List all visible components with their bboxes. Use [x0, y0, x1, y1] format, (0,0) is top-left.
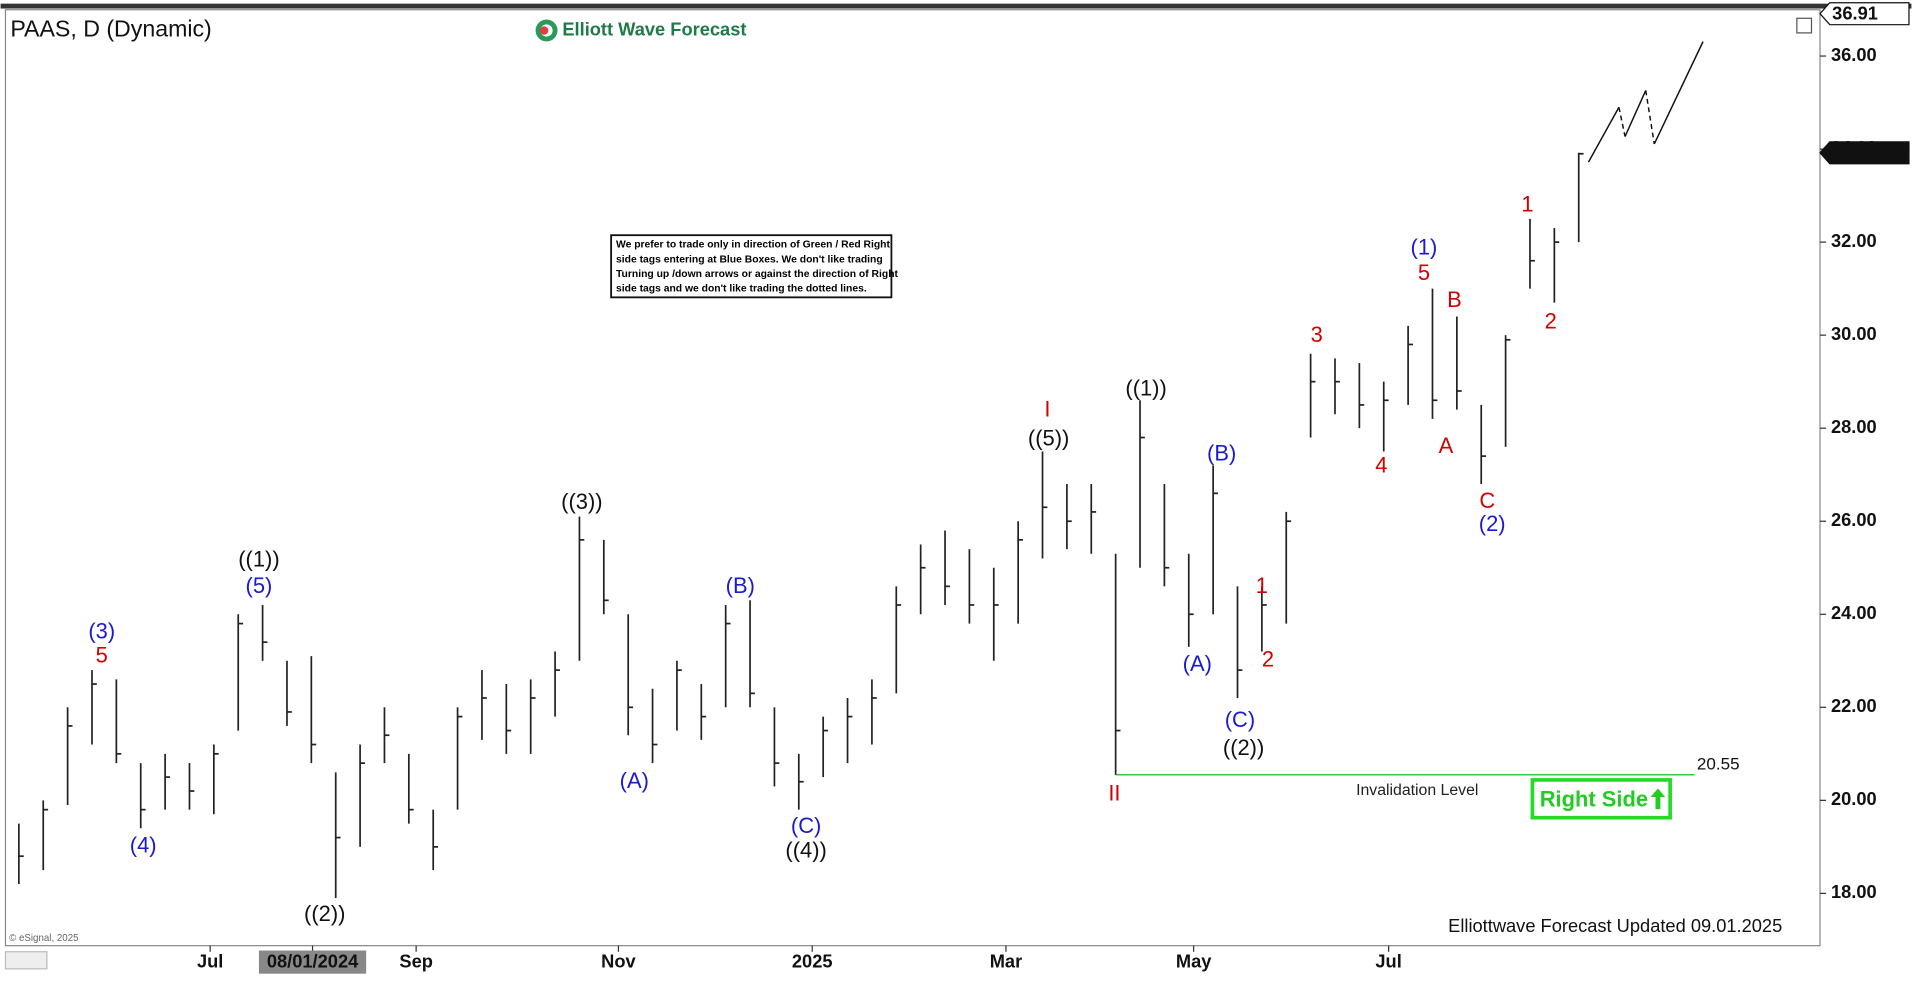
wave-label: 4: [1375, 453, 1387, 478]
note-line: We prefer to trade only in direction of …: [616, 240, 891, 251]
y-tick-label: 36.00: [1831, 44, 1877, 65]
wave-label: ((5)): [1028, 426, 1069, 451]
note-line: side tags and we don't like trading the …: [616, 284, 867, 295]
x-tick-label: Jul: [197, 951, 223, 972]
x-tick-label: May: [1176, 951, 1212, 972]
wave-label: I: [1044, 396, 1050, 421]
y-tick-label: 26.00: [1831, 509, 1877, 530]
crosshair-date-bg: [258, 950, 367, 974]
wave-label: ((2)): [1223, 735, 1264, 760]
logo-text: Elliott Wave Forecast: [562, 18, 746, 39]
price-badge-label: 33.92: [1832, 142, 1878, 163]
chart-title: PAAS, D (Dynamic): [10, 16, 211, 42]
wave-label: (5): [246, 573, 273, 598]
wave-label: ((1)): [1125, 376, 1166, 401]
projection-segment: [1645, 90, 1655, 145]
y-tick-label: 20.00: [1831, 788, 1877, 809]
right-side-label: Right Side: [1540, 786, 1648, 811]
y-tick-label: 24.00: [1831, 602, 1877, 623]
corner-widget[interactable]: [4, 951, 48, 970]
wave-label: (B): [1207, 440, 1236, 465]
logo: Elliott Wave Forecast: [535, 18, 746, 42]
invalidation-value: 20.55: [1697, 755, 1740, 774]
wave-label: (B): [726, 573, 755, 598]
wave-label: 3: [1311, 322, 1323, 347]
footer: Elliottwave Forecast Updated 09.01.2025: [1448, 915, 1782, 936]
wave-label: A: [1439, 433, 1454, 458]
wave-label: B: [1447, 287, 1462, 312]
wave-label: (C): [1225, 707, 1255, 732]
wave-label: C: [1479, 488, 1495, 513]
projection-segment: [1653, 41, 1704, 145]
wave-label: 1: [1256, 573, 1268, 598]
wave-label: (A): [1183, 651, 1212, 676]
note-line: side tags entering at Blue Boxes. We don…: [616, 254, 883, 265]
x-tick-label: Mar: [990, 951, 1022, 972]
wave-label: (2): [1479, 511, 1506, 536]
x-tick-label: Jul: [1375, 951, 1401, 972]
wave-label: ((2)): [304, 901, 345, 926]
wave-label: (3): [88, 618, 115, 643]
wave-label: 2: [1545, 309, 1557, 334]
top-bar: [0, 3, 1912, 9]
logo-icon-dot: [539, 26, 549, 35]
wave-label: 1: [1521, 192, 1533, 217]
x-tick-label: 2025: [792, 951, 833, 972]
wave-label: (1): [1411, 234, 1438, 259]
price-badge-label: 36.91: [1832, 3, 1878, 24]
wave-label: (4): [130, 833, 157, 858]
y-tick-label: 32.00: [1831, 230, 1877, 251]
wave-label: ((3)): [561, 489, 602, 514]
right-side-arrow: [1650, 788, 1666, 810]
wave-label: ((1)): [238, 546, 279, 571]
y-tick-label: 22.00: [1831, 695, 1877, 716]
right-side-box: [1530, 778, 1672, 820]
x-tick-label: 08/01/2024: [267, 951, 359, 972]
wave-label: 5: [96, 643, 108, 668]
wave-label: 5: [1418, 260, 1430, 285]
y-tick-label: 30.00: [1831, 323, 1877, 344]
wave-label: II: [1108, 780, 1120, 805]
wave-label: (C): [791, 813, 821, 838]
price-badge: [1819, 2, 1910, 26]
projection-segment: [1587, 106, 1620, 163]
copyright: © eSignal, 2025: [9, 933, 78, 944]
window-icon[interactable]: [1796, 17, 1813, 34]
note-box: [610, 234, 893, 299]
price-badge: [1819, 141, 1910, 165]
y-tick-label: 28.00: [1831, 416, 1877, 437]
x-tick-label: Nov: [601, 951, 636, 972]
invalidation-label: Invalidation Level: [1356, 782, 1478, 799]
wave-label: (A): [620, 768, 649, 793]
y-tick-label: 18.00: [1831, 881, 1877, 902]
plot-frame: [4, 9, 1821, 947]
wave-label: 2: [1262, 646, 1274, 671]
projection-segment: [1624, 90, 1647, 137]
note-line: Turning up /down arrows or against the d…: [616, 269, 899, 280]
x-tick-label: Sep: [399, 951, 433, 972]
wave-label: ((4)): [785, 838, 826, 863]
